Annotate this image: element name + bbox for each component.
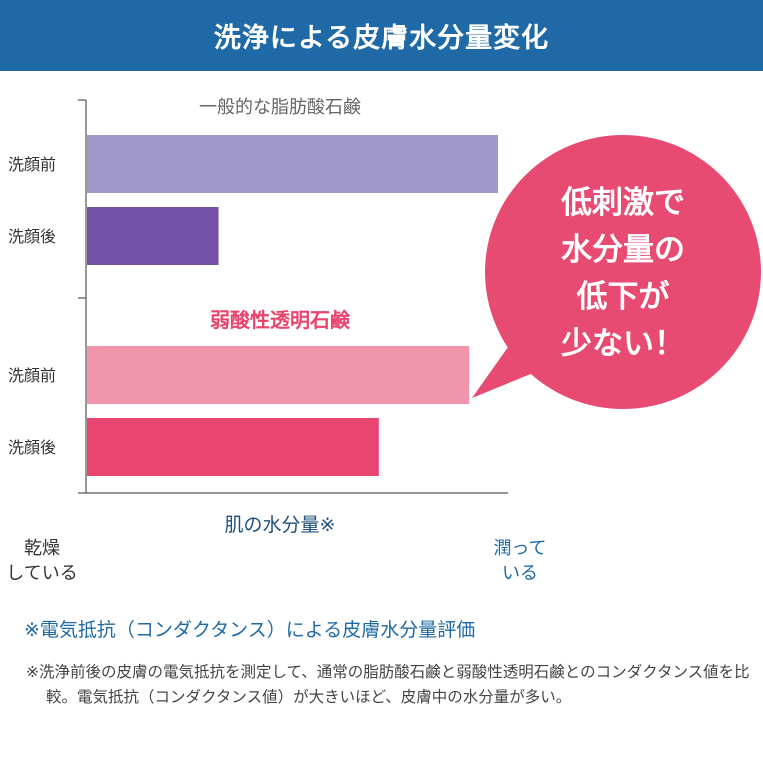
bubble-line: 低刺激で [561, 185, 685, 221]
bar-category-label: 洗顔後 [8, 438, 56, 457]
bar-category-label: 洗顔前 [8, 366, 56, 385]
group-title: 一般的な脂肪酸石鹸 [199, 97, 361, 118]
scale-left-line: 乾燥 [24, 538, 60, 559]
bubble-line: 水分量の [561, 232, 685, 268]
scale-left-label: 乾燥 している [0, 536, 84, 586]
bar [87, 135, 498, 193]
bar-category-label: 洗顔後 [8, 227, 56, 246]
note-title: ※電気抵抗（コンダクタンス）による皮膚水分量評価 [24, 619, 476, 641]
bar [87, 418, 379, 476]
speech-bubble [472, 135, 761, 409]
scale-title: 肌の水分量※ [224, 514, 336, 536]
bubble-line: 低下が [576, 279, 670, 315]
note-body: ※洗浄前後の皮膚の電気抵抗を測定して、通常の脂肪酸石鹸と弱酸性透明石鹸とのコンダ… [26, 663, 750, 706]
bar [87, 346, 470, 404]
bar-category-label: 洗顔前 [8, 155, 56, 174]
bubble-line: 少ない！ [561, 326, 685, 362]
bubble-body [485, 135, 761, 409]
page-title: 洗浄による皮膚水分量変化 [213, 23, 550, 54]
header-bar: 洗浄による皮膚水分量変化 [0, 0, 763, 71]
scale-right-line: 潤って [493, 538, 547, 559]
scale-right-label: 潤って いる [478, 536, 562, 586]
bubble-text: 低刺激で 水分量の 低下が 少ない！ [528, 180, 718, 368]
scale-right-line: いる [502, 563, 538, 584]
chart-bars [87, 135, 498, 476]
chart-axes [78, 99, 508, 494]
scale-left-line: している [6, 563, 78, 584]
group-title: 弱酸性透明石鹸 [210, 308, 351, 332]
bar [87, 207, 219, 265]
